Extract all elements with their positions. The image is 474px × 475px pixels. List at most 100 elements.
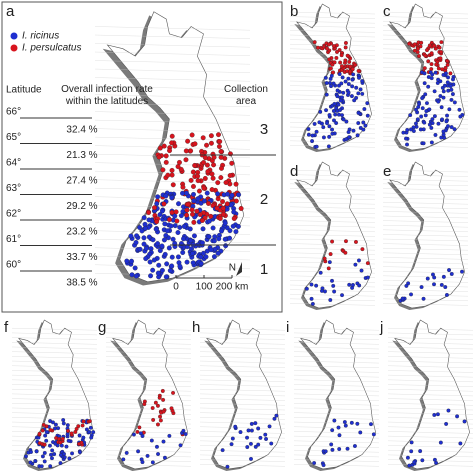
boundary [290,17,375,19]
sample-dot [323,289,327,294]
sample-dot [48,419,53,423]
sample-dot [310,139,315,144]
sample-dot [65,432,70,437]
sample-dot [178,443,183,448]
sample-dot [316,45,320,50]
boundary [95,188,250,192]
sample-dot [363,123,368,128]
latitude-label: 63° [6,183,21,194]
boundary [106,328,191,330]
sample-dot [235,223,241,229]
boundary [290,198,375,200]
scale-label: 100 [196,282,213,293]
sample-dot [426,59,431,64]
sample-dot [335,88,340,93]
boundary [12,356,97,358]
sample-dot [425,48,429,53]
sample-dot [304,286,309,291]
sample-dot [343,423,348,428]
boundary [388,370,473,372]
boundary [290,40,375,42]
sample-dot [436,66,441,71]
sample-dot [233,181,239,187]
boundary [294,455,379,457]
sample-dot [415,117,420,122]
sample-dot [439,135,444,140]
sample-dot [341,117,346,122]
sample-dot [163,193,169,199]
sample-dot [330,278,334,283]
sample-dot [355,421,360,426]
sample-dot [180,184,186,190]
boundary [383,225,468,227]
sample-dot [429,140,434,145]
sample-dot [217,139,223,144]
sample-dot [192,162,198,168]
sample-dot [218,154,224,160]
sample-dot [306,132,311,137]
sample-dot [444,292,449,297]
sample-dot [212,234,218,240]
sample-dot [344,239,348,244]
boundary [290,230,375,232]
boundary [383,290,468,292]
sample-dot [445,59,450,63]
area-label: 3 [260,121,268,138]
rate-header: Overall infection rate within the latitu… [61,84,153,107]
boundary [200,366,285,368]
boundary [95,231,250,235]
boundary [95,27,250,31]
sample-dot [81,419,86,424]
sample-dot [124,450,129,455]
sample-dot [338,108,343,112]
sample-dot [137,225,143,230]
sample-dot [219,228,224,234]
boundary [290,225,375,227]
sample-dot [327,134,332,139]
latitude-label: 62° [6,209,21,220]
sample-dot [411,129,416,133]
sample-dot [227,173,233,178]
sample-dot [191,198,197,204]
sample-dot [441,129,446,134]
sample-dot [358,430,363,435]
sample-dot [357,75,361,80]
sample-dot [450,92,455,97]
sample-dot [196,188,202,194]
boundary [290,26,375,28]
boundary [200,333,285,335]
latitude-header: Latitude [6,85,42,96]
sample-dot [323,449,328,454]
sample-dot [408,113,413,118]
sample-dot [190,169,196,175]
sample-dot [325,121,329,126]
boundary [388,338,473,340]
sample-dot [218,175,224,181]
boundary [290,202,375,204]
sample-dot [188,238,194,244]
boundary [290,122,375,124]
sample-dot [211,162,217,168]
boundary [383,136,468,138]
boundary [294,347,379,349]
sample-dot [147,259,153,265]
boundary [12,380,97,382]
sample-dot [222,220,228,226]
boundary [383,234,468,236]
sample-dot [220,448,225,453]
sample-dot [341,90,346,95]
boundary [200,422,285,424]
sample-dot [161,143,167,149]
sample-dot [154,219,160,225]
sample-dot [353,62,358,67]
sample-dot [156,452,160,456]
sample-dot [440,67,445,72]
sample-dot [230,436,235,441]
boundary [383,239,468,241]
sample-dot [409,292,413,297]
sample-dot [432,114,437,119]
panel-label: c [383,3,391,20]
boundary [200,347,285,349]
sample-dot [354,85,359,90]
sample-dot [177,224,183,230]
